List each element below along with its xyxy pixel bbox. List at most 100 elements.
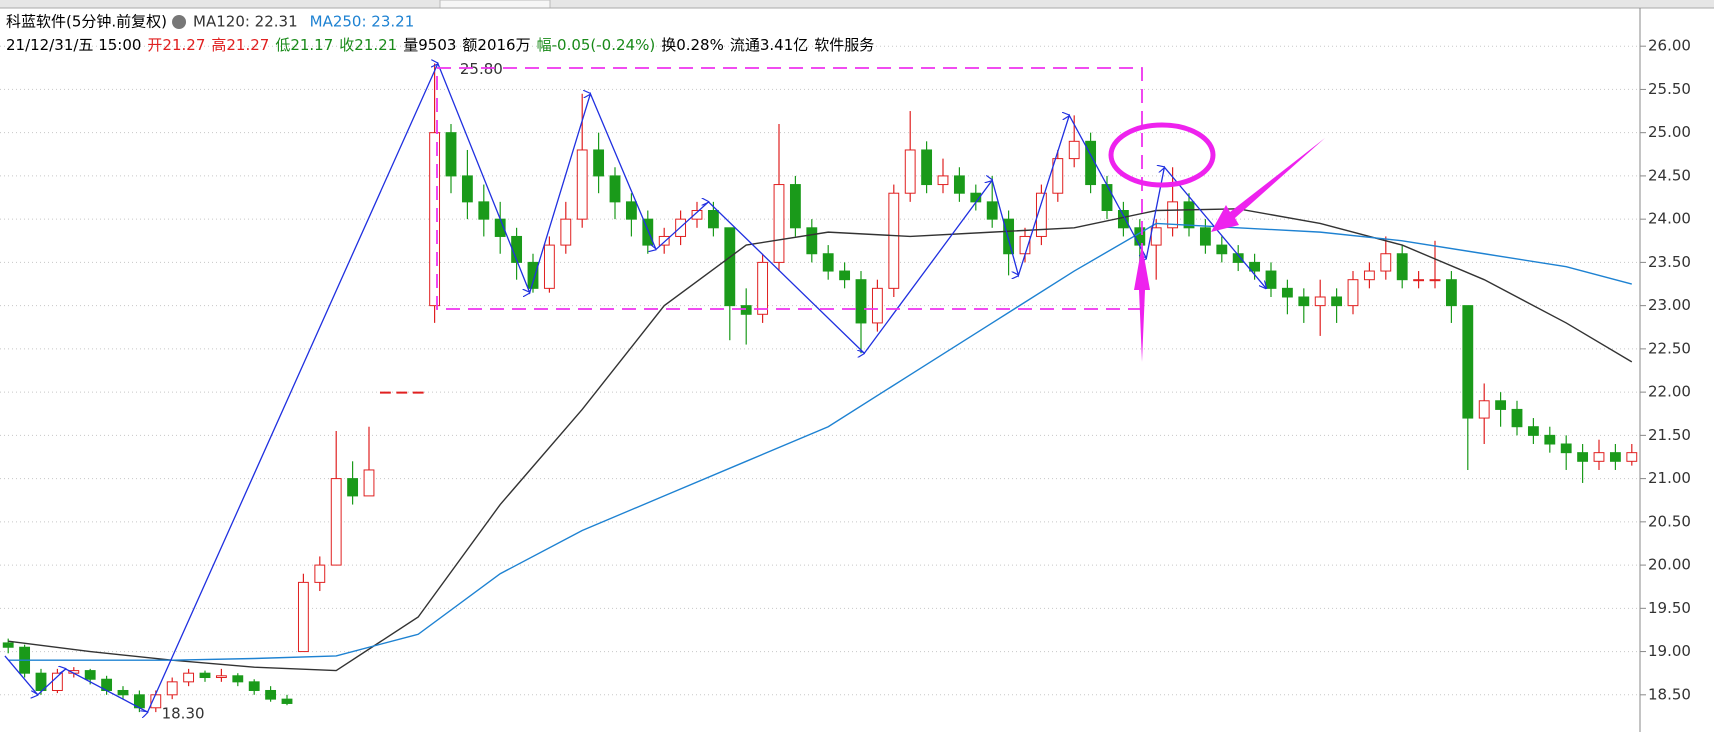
candle-body [1314,296,1326,307]
candle-body [1413,279,1425,282]
candle-body [839,270,851,281]
candle-body [1544,434,1556,445]
candle-body [1396,253,1408,281]
ma-line [8,208,1633,672]
candle-body [806,227,818,255]
tab-strip [0,0,1714,8]
candle-body [347,478,359,497]
annotations [436,67,1325,362]
info-line: 21/12/31/五 15:00 开21.27 高21.27 低21.17 收21.21… [6,36,874,54]
candle-body [461,175,473,203]
candle-body [724,227,736,307]
candle-body [1003,218,1015,255]
ma-line [8,222,1632,661]
candle-body [1216,244,1228,255]
y-tick-label: 26.00 [1648,37,1691,55]
candle-body [543,244,555,289]
range-box [436,67,1143,310]
candle-body [609,175,621,203]
candle-body [1560,443,1572,454]
info-item: 开21.27 [147,36,205,54]
candle-body [1593,452,1605,462]
candle-body [1150,227,1162,246]
y-tick-label: 19.00 [1648,642,1691,660]
active-tab[interactable] [439,0,551,9]
y-tick-label: 20.50 [1648,512,1691,530]
candle-body [707,210,719,229]
candle-body [937,175,949,186]
candle-body [1298,296,1310,307]
candle-body [84,670,96,680]
candle-body [1347,279,1359,307]
candle-body [888,192,900,289]
candle-body [478,201,490,220]
y-tick-label: 23.50 [1648,253,1691,271]
settings-icon[interactable] [172,15,187,29]
candle-body [953,175,965,194]
candle-body [1462,305,1474,419]
info-item: 流通3.41亿 [730,36,808,54]
info-item: 收21.21 [339,36,397,54]
candle-body [248,681,260,691]
candle-body [297,581,309,653]
candle-body [789,184,801,229]
candle-body [183,672,195,683]
candle-body [117,689,129,696]
candle-body [1183,201,1195,229]
candle-body [1429,279,1441,282]
candle-body [215,675,227,679]
peak-label: 25.80 [460,60,503,78]
candle-body [871,287,883,324]
info-item: 低21.17 [275,36,333,54]
y-tick-label: 23.00 [1648,296,1691,314]
info-item: 换0.28% [661,36,724,54]
candle-body [593,149,605,177]
candle-body [658,235,670,246]
y-tick-label: 20.00 [1648,556,1691,574]
candle-body [199,672,211,679]
candle-body [1265,270,1277,289]
candle-body [1577,452,1589,462]
y-tick-label: 24.00 [1648,210,1691,228]
candle-body [445,132,457,177]
candle-body [576,149,588,220]
info-item: 21/12/31/五 15:00 [6,36,141,54]
candle-body [1609,452,1621,462]
y-tick-label: 18.50 [1648,685,1691,703]
candle-body [379,391,391,394]
candle-body [1117,210,1129,229]
ma-legend: MA120: 22.31 [193,13,298,31]
info-item: 幅-0.05(-0.24%) [537,36,656,54]
candle-body [330,478,342,566]
candle-body [921,149,933,186]
candle-body [1101,184,1113,212]
candle-body [412,391,424,394]
y-tick-label: 19.50 [1648,599,1691,617]
info-item: 软件服务 [814,36,874,54]
chart-title: 科蓝软件(5分钟.前复权) [6,13,167,31]
candle-body [363,469,375,497]
candle-body [527,261,539,289]
candle-body [1478,400,1490,419]
candle-body [822,253,834,272]
trough-label: 18.30 [162,705,205,723]
y-tick-label: 21.00 [1648,469,1691,487]
info-item: 量9503 [403,36,456,54]
candle-body [1511,408,1523,428]
candle-body [1281,287,1293,298]
y-tick-label: 21.50 [1648,426,1691,444]
info-item: 高21.27 [211,36,269,54]
candle-body [314,564,326,583]
ma-legend: MA250: 23.21 [310,13,415,31]
arrow-diagonal [1211,138,1325,232]
candle-body [265,689,277,700]
candle-body [1445,279,1457,307]
candle-body [281,698,293,704]
y-tick-label: 25.50 [1648,80,1691,98]
candle-body [1527,426,1539,436]
candle-body [757,261,769,315]
y-tick-label: 22.50 [1648,339,1691,357]
candle-body [1199,227,1211,246]
arrow-up [1134,245,1150,362]
